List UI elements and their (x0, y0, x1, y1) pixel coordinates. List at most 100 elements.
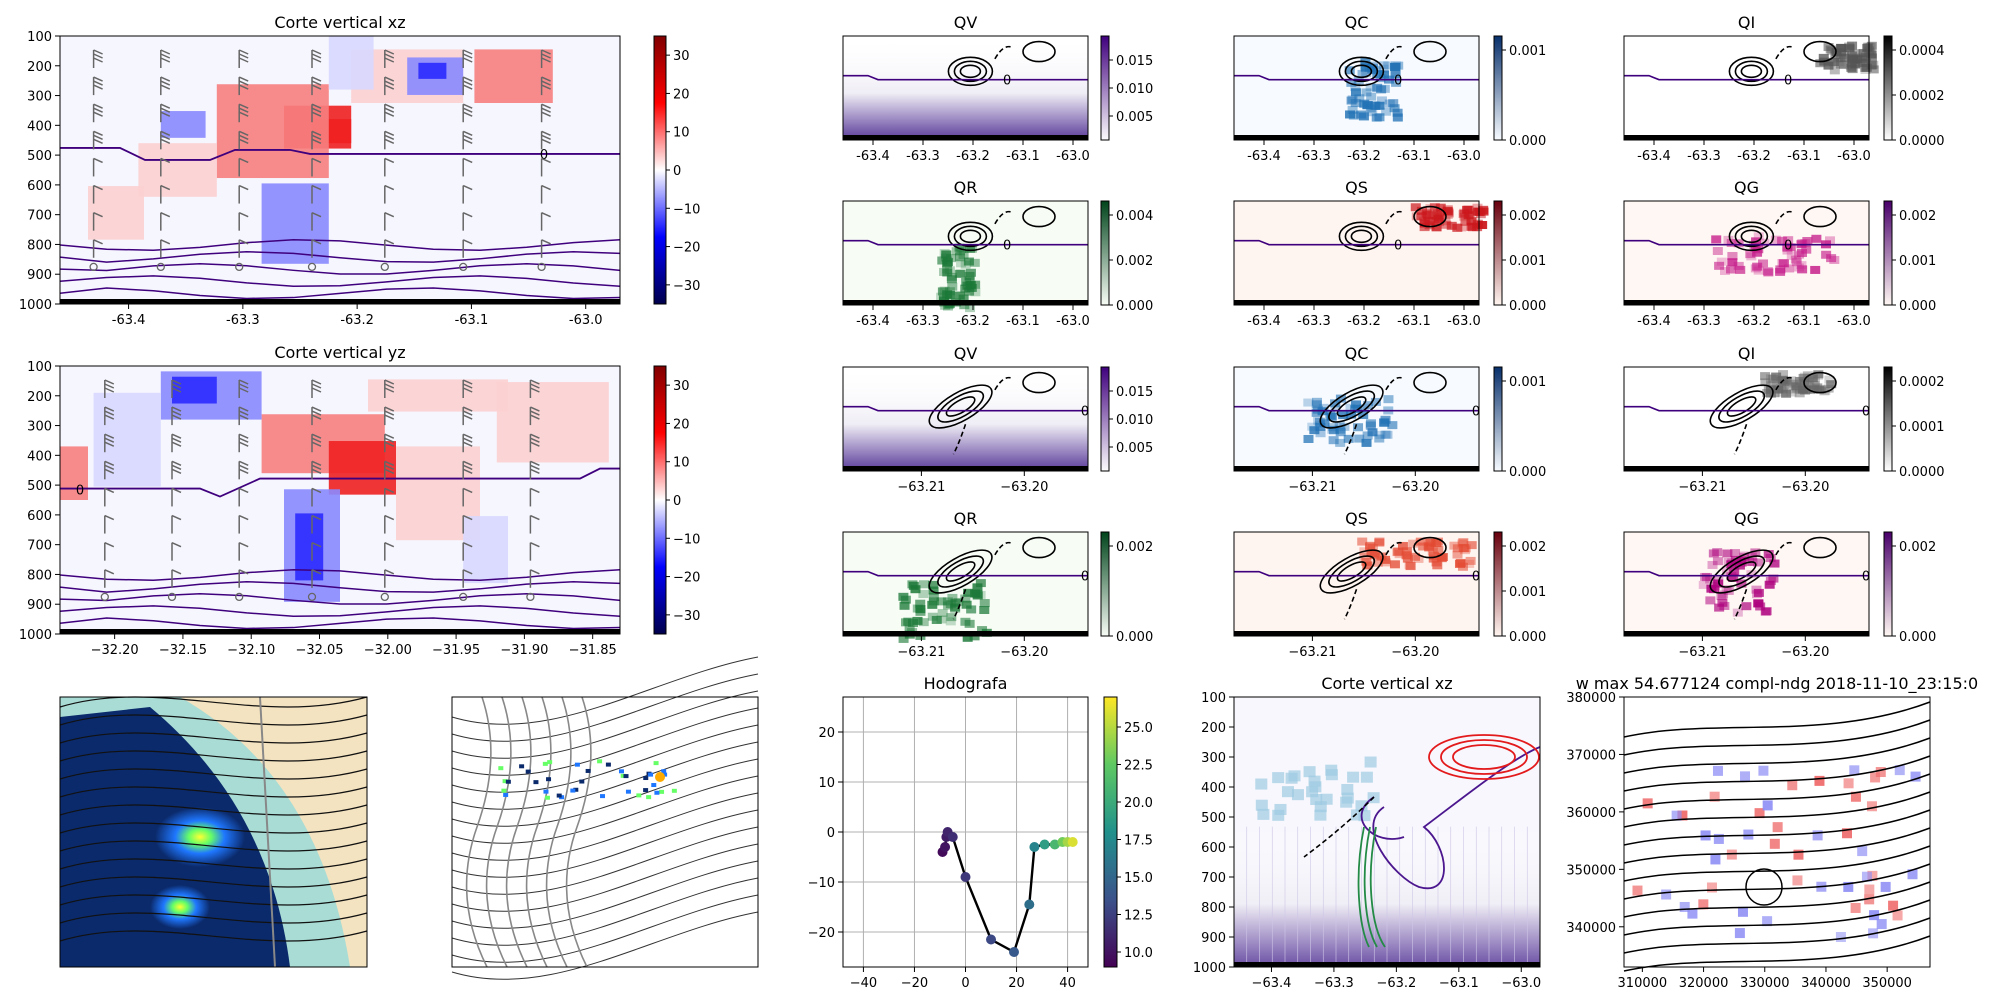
qg1-field-cell (1716, 257, 1727, 266)
qg1-field-cell (1802, 236, 1813, 245)
qg1-frame (1623, 200, 1870, 306)
map2-contour-grey (505, 696, 532, 968)
qg2-field-cell (1707, 560, 1718, 569)
qc1-field-cell (1348, 111, 1359, 120)
qr2-contour-solid (1022, 536, 1056, 559)
map2-streamline (451, 673, 759, 742)
map1-radar-core (155, 807, 245, 867)
qg2-terrain (1624, 631, 1869, 636)
qr2-terrain (843, 631, 1088, 636)
wmax-xtick-label: 310000 (1618, 976, 1668, 991)
qi2-field-cell (1760, 372, 1771, 381)
qs2-field-cell (1431, 539, 1442, 548)
map1-streamline (59, 696, 368, 708)
xz_top-wind-barb-flag (541, 107, 551, 113)
qg1-xtick-label: -63.1 (1787, 314, 1821, 329)
qi1-contour-solid (1740, 64, 1763, 79)
qi1-plot: 0 (1624, 36, 1879, 140)
yz_top-ytick-label: 400 (27, 449, 52, 464)
map2-streamline (451, 894, 759, 963)
map1-streamline (59, 858, 368, 870)
wmax-streamline (1623, 773, 1931, 810)
qr1-field-cell (954, 269, 965, 278)
qg1-field-cell (1770, 235, 1781, 244)
xz_bottom-xtick-label: −63.2 (1376, 976, 1416, 991)
xz_top-wind-barb-flag (311, 80, 322, 86)
xz_top-wind-barb-flag (384, 138, 395, 145)
qi2-contour-solid (1709, 384, 1774, 429)
yz_top-wind-barb-flag (171, 541, 182, 548)
qc1-field-cell (1372, 83, 1383, 92)
xz_top-wind-barb-flag (384, 107, 395, 113)
qi1-xtick-label: -63.2 (1737, 149, 1771, 164)
xz_bottom-cloud-cell (1358, 810, 1371, 822)
xz_top-wind-barb-flag (311, 239, 322, 245)
yz_top-wind-barb-flag (238, 414, 249, 420)
yz_top-isoline (59, 593, 621, 605)
xz_top-ytick-label: 700 (27, 209, 52, 224)
yz_top-anomaly-cell (60, 446, 88, 500)
xz_bottom-warm-contour (1428, 734, 1540, 780)
qg2-frame (1623, 531, 1870, 637)
qs2-xtick-label: −63.21 (1288, 645, 1336, 660)
qg2-field-cell (1728, 568, 1739, 577)
qi1-field-cell (1844, 44, 1855, 53)
wmax-streamline (1623, 719, 1931, 756)
xz_top-wind-barb-flag (462, 57, 473, 63)
xz_bottom-cloud-cell (1340, 796, 1353, 808)
yz_top-xtick-label: −32.00 (364, 643, 412, 658)
xz_top-wind-barb-flag (238, 76, 249, 82)
xz_top-cbtick-label: −30 (673, 279, 700, 294)
qr2-field-cell (960, 617, 971, 626)
qr2-field-cell (943, 601, 954, 610)
qc2-field-cell (1309, 426, 1320, 435)
qi1-title: QI (1738, 13, 1755, 32)
qr1-xtick-label: -63.0 (1056, 314, 1090, 329)
qs1-field-cell (1458, 210, 1469, 219)
qg2-title: QG (1734, 509, 1759, 528)
xz_top-wind-barb-flag (311, 49, 322, 55)
wmax-ytick-label: 380000 (1566, 691, 1616, 706)
qs1-field-cell (1416, 212, 1427, 221)
map2-radar-echo (519, 764, 525, 769)
map2-plot (451, 656, 759, 980)
xz_top-wind-barb-flag (462, 134, 473, 141)
xz_top-wind-barb-flag (384, 49, 395, 55)
yz_top-wind-barb-flag (530, 414, 540, 420)
wmax-streamline (1623, 881, 1931, 918)
qs1-colorbar (1493, 200, 1503, 306)
qs1-field-cell (1410, 203, 1421, 212)
yz_top-wind-barb-flag (530, 433, 540, 439)
qi1-field-cell (1858, 49, 1869, 58)
qr2-plot: 0 (843, 532, 1089, 643)
wmax-w-cell (1787, 780, 1798, 791)
yz_top-wind-barb-flag (530, 569, 540, 575)
qr1-contour-solid (959, 229, 982, 244)
qg2-field-cell (1712, 557, 1723, 566)
qg1-field-cell (1727, 252, 1738, 261)
yz_top-wind-barb-flag (462, 460, 473, 467)
qg2-field-cell (1729, 549, 1740, 558)
qi2-contour-label: 0 (1862, 405, 1870, 420)
qs1-contour-dashed (1385, 210, 1403, 225)
qs2-field-cell (1365, 543, 1376, 552)
map2-radar-echo (502, 779, 508, 784)
qg1-colorbar (1883, 200, 1893, 306)
qi2-zero-contour (1624, 405, 1869, 412)
map2-streamline (451, 724, 759, 793)
wmax-frame (1623, 696, 1931, 968)
yz_top-wind-barb-flag (462, 383, 473, 389)
qg2-plot: 0 (1624, 532, 1870, 636)
qr1-xtick-label: -63.2 (956, 314, 990, 329)
qc1-field-cell (1383, 61, 1394, 70)
qs2-field-cell (1466, 541, 1477, 550)
qr2-field-cell (928, 580, 939, 589)
map2-radar-echo (543, 789, 549, 794)
yz_top-wind-barb-flag (104, 383, 115, 389)
qr2-cbtick-label: 0.000 (1116, 630, 1153, 645)
qs2-field-cell (1423, 541, 1434, 550)
xz_top-wind-barb-flag (311, 157, 322, 164)
xz_top-wind-barb-flag (311, 184, 322, 191)
yz_top-wind-barb-flag (384, 441, 395, 447)
yz_top-wind-barb-flag (311, 468, 322, 475)
